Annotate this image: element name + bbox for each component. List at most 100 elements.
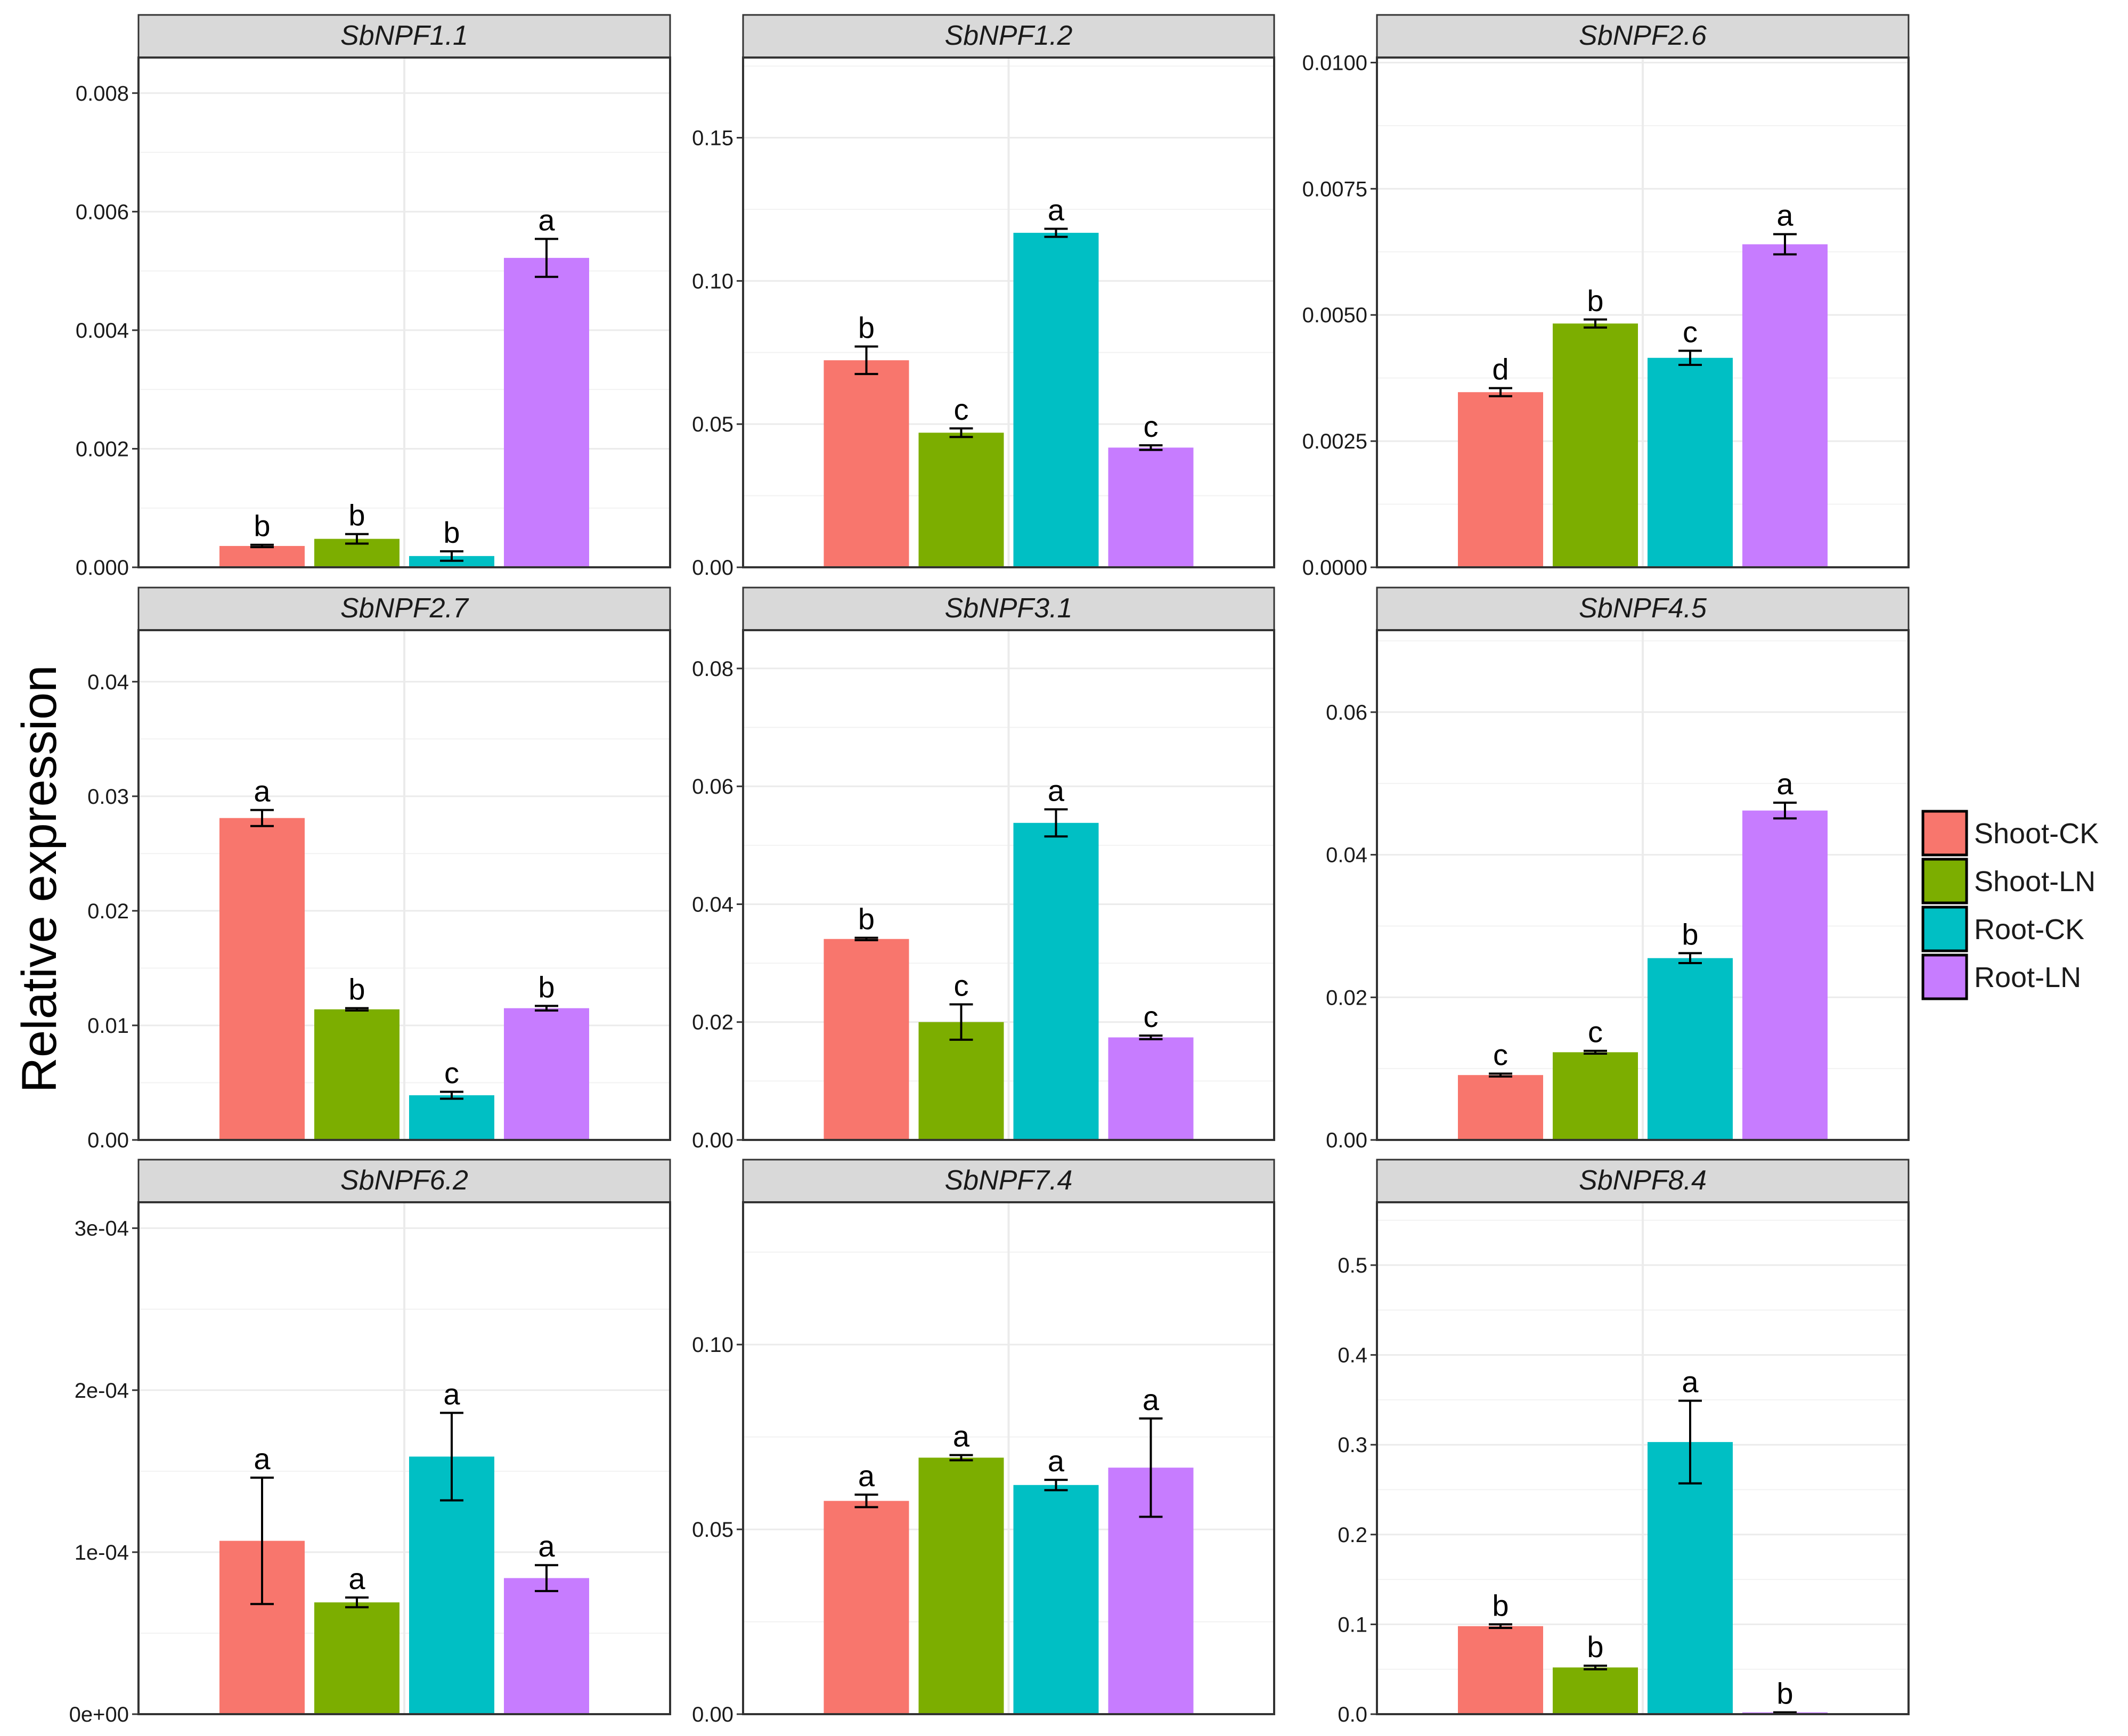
significance-letter: a [1048, 193, 1065, 227]
panel-border [1376, 1201, 1910, 1715]
bar [824, 1501, 909, 1714]
bar [1553, 1052, 1638, 1140]
facet-strip [1376, 14, 1910, 59]
bar [504, 258, 589, 567]
bar [1458, 1075, 1543, 1140]
significance-letter: a [1048, 773, 1065, 807]
facet-title: SbNPF2.7 [340, 593, 469, 624]
y-tick-label: 0.00 [1326, 1129, 1367, 1152]
y-tick-label: 0.4 [1338, 1344, 1367, 1367]
bar [1553, 323, 1638, 567]
y-tick-label: 0.01 [87, 1014, 129, 1038]
facet-panel: SbNPF1.1 0.000 0.002 0.004 0.006 0.008 b b b a [76, 14, 671, 580]
significance-letter: a [348, 1562, 365, 1595]
significance-letter: b [858, 902, 875, 936]
significance-letter: c [444, 1056, 459, 1090]
y-tick-label: 0.5 [1338, 1254, 1367, 1277]
significance-letter: b [1776, 1677, 1793, 1710]
panel-border [742, 56, 1275, 568]
significance-letter: b [254, 509, 270, 543]
legend: Shoot-CK Shoot-LN Root-CK Root-LN [1921, 810, 2099, 1000]
significance-letter: c [1683, 315, 1698, 349]
bar [1458, 392, 1543, 567]
y-tick-label: 0.3 [1338, 1433, 1367, 1457]
significance-letter: a [443, 1377, 460, 1411]
bar [219, 818, 305, 1140]
facet-title: SbNPF6.2 [340, 1165, 468, 1196]
bar [1013, 233, 1099, 567]
panel-border [137, 629, 671, 1141]
y-tick-label: 0.0075 [1302, 177, 1367, 201]
bar [824, 939, 909, 1140]
panel-border [137, 1201, 671, 1715]
y-tick-label: 0.06 [1326, 701, 1367, 724]
significance-letter: a [1776, 767, 1793, 801]
significance-letter: d [1492, 353, 1509, 386]
y-tick-label: 0.00 [692, 1129, 733, 1152]
facet-strip [742, 1159, 1275, 1203]
bar [1742, 810, 1828, 1140]
significance-letter: b [1682, 917, 1698, 951]
bar [504, 1578, 589, 1714]
y-tick-label: 0.0 [1338, 1703, 1367, 1726]
significance-letter: b [348, 973, 365, 1006]
significance-letter: a [1143, 1383, 1160, 1416]
significance-letter: a [254, 1442, 271, 1476]
y-tick-label: 0.0025 [1302, 430, 1367, 453]
significance-letter: c [1493, 1038, 1508, 1072]
significance-letter: a [1776, 199, 1793, 232]
facet-panel: SbNPF2.7 0.00 0.01 0.02 0.03 0.04 a b c b [87, 586, 671, 1152]
legend-label: Shoot-LN [1974, 866, 2096, 898]
significance-letter: c [1144, 1000, 1159, 1033]
y-tick-label: 0.00 [692, 1703, 733, 1726]
panel-border [1376, 56, 1910, 568]
facet-title: SbNPF1.2 [945, 20, 1073, 51]
bar [1648, 357, 1733, 567]
significance-letter: b [1492, 1588, 1509, 1622]
legend-label: Root-LN [1974, 961, 2081, 993]
y-tick-label: 0.04 [1326, 844, 1367, 867]
bar [1108, 447, 1194, 567]
facet-title: SbNPF7.4 [945, 1165, 1073, 1196]
significance-letter: b [1587, 284, 1603, 317]
y-tick-label: 0.15 [692, 127, 733, 150]
bar [314, 1009, 399, 1140]
facet-panel: SbNPF1.2 0.00 0.05 0.10 0.15 b c a c [692, 14, 1275, 580]
y-tick-label: 0.02 [1326, 986, 1367, 1009]
facet-panel: SbNPF4.5 0.00 0.02 0.04 0.06 c c b a [1326, 586, 1910, 1152]
legend-key [1921, 953, 1968, 1000]
bar [409, 1095, 494, 1140]
legend-key [1921, 858, 1968, 904]
y-tick-label: 1e-04 [75, 1541, 129, 1564]
bar [918, 1022, 1004, 1140]
facet-title: SbNPF8.4 [1579, 1165, 1707, 1196]
significance-letter: c [954, 969, 969, 1003]
y-tick-label: 0.04 [692, 893, 733, 916]
legend-label: Shoot-CK [1974, 818, 2099, 850]
bar [1013, 1485, 1099, 1714]
panel-border [742, 629, 1275, 1141]
y-axis-title: Relative expression [12, 665, 67, 1093]
y-tick-label: 0.10 [692, 270, 733, 293]
y-tick-label: 0.0000 [1302, 556, 1367, 580]
bar [314, 1602, 399, 1714]
facet-panel: SbNPF6.2 0e+00 1e-04 2e-04 3e-04 a a a a [69, 1159, 671, 1726]
y-tick-label: 0.002 [76, 437, 129, 461]
y-tick-label: 0.0100 [1302, 51, 1367, 75]
facet-strip [137, 1159, 671, 1203]
y-tick-label: 0.04 [87, 671, 129, 694]
y-tick-label: 0.1 [1338, 1613, 1367, 1636]
significance-letter: c [1144, 410, 1159, 443]
significance-letter: a [1048, 1444, 1065, 1478]
bar [504, 1008, 589, 1140]
bar [824, 360, 909, 567]
significance-letter: a [538, 203, 555, 237]
bar [1458, 1626, 1543, 1714]
y-tick-label: 0.03 [87, 785, 129, 809]
y-tick-label: 0.10 [692, 1333, 733, 1357]
bar [1648, 1442, 1733, 1714]
facet-strip [1376, 586, 1910, 631]
facet-title: SbNPF4.5 [1579, 593, 1707, 624]
